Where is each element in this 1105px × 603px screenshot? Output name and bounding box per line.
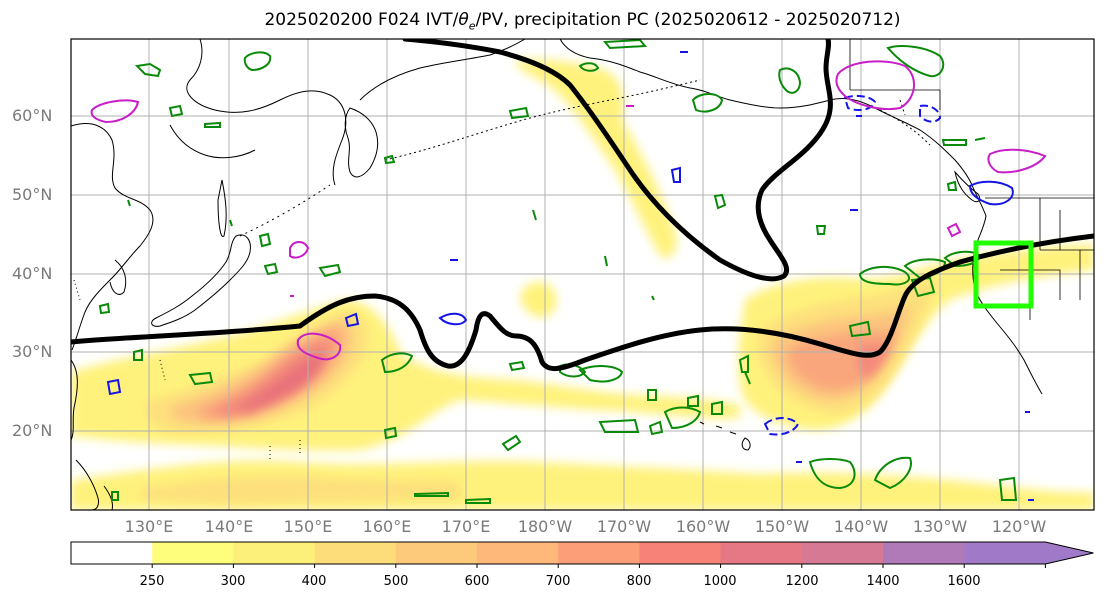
- coast-alaska-islands: [879, 99, 931, 146]
- colorbar: [70, 541, 1094, 568]
- coast-siberia-north: [186, 39, 526, 186]
- ivt-ar-west-4: [215, 340, 331, 415]
- colorbar-label: 1200: [785, 574, 819, 589]
- lat-label-30n: 30°N: [12, 342, 53, 361]
- map-content: [71, 39, 1094, 510]
- coast-hawaii: [699, 421, 751, 451]
- colorbar-segment: [720, 542, 803, 564]
- lat-label-40n: 40°N: [12, 264, 53, 283]
- lon-label-160e: 160°E: [362, 517, 412, 536]
- colorbar-label: 400: [301, 574, 327, 589]
- lon-label-130e: 130°E: [124, 517, 174, 536]
- colorbar-label: 300: [220, 574, 246, 589]
- colorbar-label: 500: [383, 574, 409, 589]
- colorbar-label: 1400: [866, 574, 900, 589]
- coast-aleutians: [384, 79, 701, 161]
- lon-label-160w: 160°W: [675, 517, 731, 536]
- lon-label-130w: 130°W: [912, 517, 968, 536]
- colorbar-segment: [233, 542, 316, 564]
- colorbar-label: 800: [626, 574, 652, 589]
- lon-label-150e: 150°E: [283, 517, 333, 536]
- lon-label-170w: 170°W: [596, 517, 652, 536]
- colorbar-segment: [71, 542, 153, 564]
- colorbar-segment: [395, 542, 478, 564]
- figure-title: 2025020200 F024 IVT/θe/PV, precipitation…: [264, 10, 901, 33]
- colorbar-segment: [964, 542, 1094, 564]
- colorbar-label: 1000: [703, 574, 737, 589]
- pv-contour: [71, 39, 1094, 371]
- colorbar-label: 600: [464, 574, 490, 589]
- coast-asia: [71, 123, 154, 441]
- lon-label-180w: 180°W: [517, 517, 573, 536]
- lon-label-120w: 120°W: [991, 517, 1047, 536]
- lon-label-170e: 170°E: [441, 517, 491, 536]
- map-frame: [70, 38, 1095, 511]
- coast-japan: [151, 234, 251, 327]
- ivt-band-south-inner: [140, 475, 460, 504]
- lat-label-50n: 50°N: [12, 185, 53, 204]
- colorbar-segment: [801, 542, 884, 564]
- ivt-blob-dateline: [520, 281, 557, 318]
- coast-korea: [109, 259, 127, 295]
- colorbar-segment: [477, 542, 559, 564]
- colorbar-segment: [152, 542, 234, 564]
- colorbar-label: 700: [545, 574, 571, 589]
- coast-okhotsk: [169, 124, 256, 159]
- precip-blue-contours: [106, 51, 1034, 501]
- colorbar-segment: [314, 542, 397, 564]
- lat-label-60n: 60°N: [12, 106, 53, 125]
- colorbar-segment: [639, 542, 722, 564]
- precip-green-contours: [98, 39, 1018, 504]
- lon-label-140w: 140°W: [833, 517, 889, 536]
- coast-sakhalin: [217, 179, 227, 237]
- colorbar-outline: [70, 541, 1094, 565]
- lon-label-150w: 150°W: [754, 517, 810, 536]
- precip-magenta-contours: [90, 60, 1047, 361]
- lat-label-20n: 20°N: [12, 421, 53, 440]
- coastlines: [71, 39, 1094, 510]
- coast-alaska: [559, 39, 973, 186]
- colorbar-segment: [883, 542, 965, 564]
- colorbar-label: 250: [139, 574, 165, 589]
- ivt-ar-west-5: [235, 354, 324, 410]
- colorbar-label: 1600: [947, 574, 981, 589]
- coast-vancouver: [954, 170, 981, 203]
- ivt-northern-band: [515, 59, 677, 259]
- political-borders: [849, 39, 1094, 320]
- target-region-box: [973, 240, 1034, 309]
- lon-label-140e: 140°E: [204, 517, 254, 536]
- coast-kamchatka: [344, 107, 379, 178]
- colorbar-segment: [558, 542, 640, 564]
